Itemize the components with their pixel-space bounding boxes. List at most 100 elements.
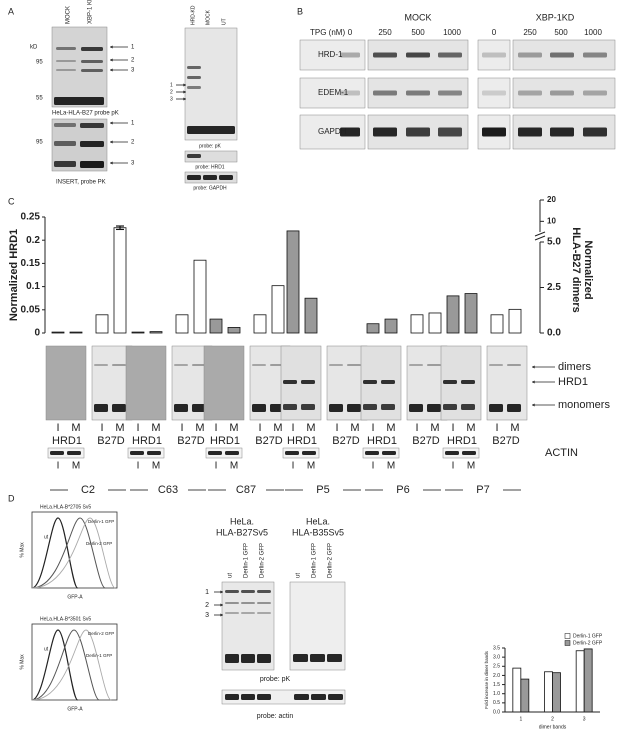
group-label: C2 bbox=[81, 484, 95, 496]
band bbox=[257, 654, 271, 663]
band bbox=[583, 90, 607, 96]
bar bbox=[175, 314, 189, 334]
lane-label: M bbox=[306, 422, 315, 434]
band bbox=[427, 364, 441, 366]
lane-label: M bbox=[195, 422, 204, 434]
lane-label: MOCK bbox=[205, 9, 211, 25]
band bbox=[257, 602, 271, 604]
band bbox=[294, 694, 309, 700]
band bbox=[54, 123, 76, 127]
band bbox=[252, 364, 266, 366]
y2-tick-label: 2.5 bbox=[547, 282, 561, 293]
flow-curve bbox=[31, 517, 79, 589]
lane-label: I bbox=[180, 422, 183, 434]
marker-label: 95 bbox=[36, 140, 43, 146]
bar bbox=[583, 648, 593, 713]
band-label: 3 bbox=[131, 68, 135, 74]
band bbox=[192, 364, 206, 366]
panel-label: A bbox=[8, 6, 14, 16]
band bbox=[583, 127, 607, 137]
bar bbox=[544, 671, 553, 713]
arrow-head bbox=[110, 161, 113, 165]
bar bbox=[271, 285, 285, 334]
bar bbox=[552, 672, 561, 713]
band bbox=[94, 404, 108, 412]
band-label: 2 bbox=[205, 602, 209, 609]
band bbox=[406, 52, 430, 58]
band bbox=[187, 66, 201, 69]
band bbox=[112, 364, 126, 366]
lane-label: XBP-1 KD bbox=[88, 0, 94, 24]
y-tick-label: 0.05 bbox=[21, 304, 41, 315]
band bbox=[225, 612, 239, 614]
band bbox=[56, 60, 76, 62]
band bbox=[438, 52, 462, 58]
band bbox=[203, 175, 217, 180]
y2-tick-label: 10 bbox=[547, 216, 556, 225]
band bbox=[340, 52, 360, 58]
axis-label: TPG (nM) bbox=[310, 28, 345, 37]
lane-label: Derlin-2 GFP bbox=[328, 543, 334, 578]
bar bbox=[575, 650, 585, 713]
legend-swatch bbox=[564, 633, 571, 639]
blot-label: B27D bbox=[177, 435, 205, 447]
band bbox=[482, 127, 506, 137]
band bbox=[363, 404, 377, 410]
lane-label: I bbox=[291, 422, 294, 434]
lane-label: Derlin-1 GFP bbox=[244, 543, 250, 578]
dose-label: 0 bbox=[348, 28, 353, 37]
row-label: HRD-1 bbox=[318, 50, 343, 59]
bar bbox=[51, 331, 65, 334]
band bbox=[67, 451, 81, 455]
lane-label: I bbox=[372, 461, 375, 472]
bar bbox=[446, 295, 460, 334]
band bbox=[329, 364, 343, 366]
bar bbox=[193, 259, 207, 334]
group-label: MOCK bbox=[405, 12, 432, 22]
lane-label: I bbox=[415, 422, 418, 434]
lane-label: I bbox=[214, 422, 217, 434]
band bbox=[219, 175, 233, 180]
axis-break bbox=[534, 231, 546, 237]
band bbox=[301, 380, 315, 384]
dose-label: 1000 bbox=[443, 28, 461, 37]
dose-label: 0 bbox=[492, 28, 497, 37]
blot-title: HLA-B35Sv5 bbox=[292, 527, 344, 537]
blot-label: B27D bbox=[332, 435, 360, 447]
band bbox=[427, 404, 441, 412]
flow-axis-label: GFP-A bbox=[67, 594, 83, 600]
arrow-head bbox=[532, 365, 535, 369]
y-tick-label: 0.1 bbox=[26, 281, 40, 292]
band bbox=[461, 404, 475, 410]
blot-label: B27D bbox=[255, 435, 283, 447]
band bbox=[241, 590, 255, 593]
axis-break bbox=[534, 235, 546, 241]
band bbox=[94, 364, 108, 366]
lane-label: I bbox=[136, 422, 139, 434]
band bbox=[252, 404, 266, 412]
x-tick-label: 2 bbox=[551, 716, 554, 722]
y-tick-label: 2.0 bbox=[493, 673, 500, 679]
legend-label: Derlin-1 GFP bbox=[573, 633, 603, 639]
arrow-head bbox=[532, 380, 535, 384]
blot bbox=[47, 447, 85, 459]
band-label: 2 bbox=[170, 89, 173, 95]
flow-curve bbox=[31, 629, 100, 701]
arrow-head bbox=[110, 58, 113, 62]
blot-label: HRD1 bbox=[132, 435, 162, 447]
band bbox=[406, 90, 430, 96]
group-label: XBP-1KD bbox=[536, 12, 575, 22]
band bbox=[241, 602, 255, 604]
arrow-head bbox=[183, 97, 186, 101]
band-label: 1 bbox=[170, 82, 173, 88]
lane-label: I bbox=[57, 461, 60, 472]
band bbox=[329, 404, 343, 412]
bar bbox=[490, 314, 504, 334]
flow-curve bbox=[31, 517, 116, 589]
band bbox=[409, 364, 423, 366]
band bbox=[241, 654, 255, 663]
band bbox=[302, 451, 316, 455]
bar bbox=[209, 318, 223, 334]
band bbox=[225, 590, 239, 593]
band bbox=[489, 404, 503, 412]
